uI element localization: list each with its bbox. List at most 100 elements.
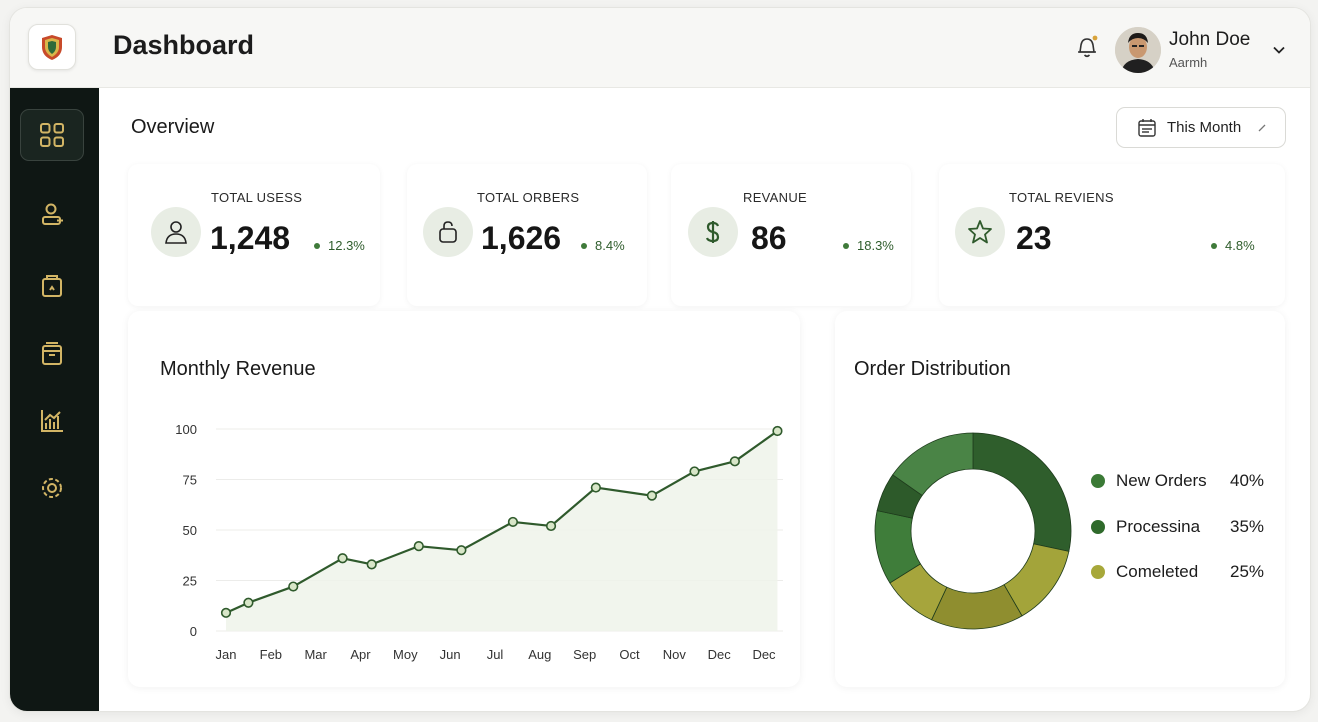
sidebar-item-dashboard[interactable] xyxy=(20,109,84,161)
avatar-image xyxy=(1115,27,1161,73)
legend-percent: 40% xyxy=(1230,471,1265,490)
sidebar-item-products[interactable] xyxy=(20,328,84,380)
monthly-revenue-panel: Monthly Revenue 100 75 50 25 0 Jan Feb Mar Apr Mo… xyxy=(128,311,800,687)
top-header: Dashboard John Doe Aarmh xyxy=(10,8,1310,88)
sidebar-item-analytics[interactable] xyxy=(20,395,84,447)
line-chart: 100 75 50 25 0 Jan Feb Mar Apr Moy Jun Jul Aug Sep Oct… xyxy=(175,422,783,662)
user-name[interactable]: John Doe xyxy=(1169,29,1251,50)
chart-title: Monthly Revenue xyxy=(160,358,316,380)
y-tick-label: 100 xyxy=(175,422,197,437)
bar-chart-icon xyxy=(41,410,63,432)
stat-card-revenue[interactable]: REVANUE 86 18.3% xyxy=(671,164,911,306)
data-point xyxy=(220,607,232,618)
legend-dot xyxy=(1091,565,1105,579)
period-label: This Month xyxy=(1167,119,1242,136)
y-tick-label: 25 xyxy=(183,574,197,589)
stat-icon-circle xyxy=(955,207,1005,257)
stat-icon-circle xyxy=(423,207,473,257)
x-tick-label: Apr xyxy=(350,647,371,662)
series-line xyxy=(225,430,779,614)
x-tick-label: Jun xyxy=(440,647,461,662)
stat-value: 1,626 xyxy=(481,220,562,256)
sidebar xyxy=(10,88,99,711)
x-tick-label: Jan xyxy=(216,647,237,662)
bag-icon xyxy=(42,275,62,297)
app-logo[interactable] xyxy=(28,24,76,70)
edit-icon xyxy=(1258,124,1266,131)
legend-label: Comeleted xyxy=(1116,562,1199,581)
legend-dot xyxy=(1091,520,1105,534)
legend-label: New Orders xyxy=(1116,471,1207,490)
stat-icon-circle xyxy=(151,207,201,257)
stat-card-reviews[interactable]: TOTAL REVIENS 23 4.8% xyxy=(939,164,1285,306)
y-tick-label: 0 xyxy=(190,624,197,639)
settings-gear-icon xyxy=(42,478,62,498)
grid-icon xyxy=(40,123,64,147)
x-tick-label: Feb xyxy=(260,647,282,662)
avatar[interactable] xyxy=(1115,27,1161,73)
legend-percent: 25% xyxy=(1230,562,1265,581)
overview-heading: Overview xyxy=(131,116,215,138)
legend-dot xyxy=(1091,474,1105,488)
data-point xyxy=(590,482,601,493)
chevron-down-icon[interactable] xyxy=(1272,43,1286,57)
logo-icon xyxy=(42,35,62,60)
data-point xyxy=(507,516,519,528)
stat-card-orders[interactable]: TOTAL ORBERS 1,626 8.4% xyxy=(407,164,647,306)
y-tick-label: 50 xyxy=(183,523,197,538)
sidebar-item-settings[interactable] xyxy=(20,462,84,514)
data-point xyxy=(729,456,740,467)
stat-label: TOTAL USESS xyxy=(211,190,303,205)
legend-item-completed[interactable]: Comeleted 25% xyxy=(1091,562,1271,582)
x-tick-label: Sep xyxy=(573,647,596,662)
sidebar-item-orders[interactable] xyxy=(20,260,84,312)
x-tick-label: Oct xyxy=(619,647,640,662)
stat-trend: 8.4% xyxy=(581,238,625,253)
stat-trend: 4.8% xyxy=(1211,238,1255,253)
x-tick-label: Aug xyxy=(528,647,551,662)
x-tick-label: Nov xyxy=(663,647,687,662)
user-icon xyxy=(42,203,63,225)
stat-icon-circle xyxy=(688,207,738,257)
y-tick-label: 75 xyxy=(183,473,197,488)
x-tick-label: Mar xyxy=(304,647,327,662)
sidebar-item-users[interactable] xyxy=(20,189,84,241)
stat-trend: 12.3% xyxy=(314,238,365,253)
bag-icon xyxy=(439,221,457,243)
archive-icon xyxy=(42,342,62,365)
dollar-icon xyxy=(705,221,720,243)
legend-item-new-orders[interactable]: New Orders 40% xyxy=(1091,471,1271,491)
x-tick-label: Dec xyxy=(752,647,776,662)
order-distribution-panel: Order Distribution New Orders 40% Proces… xyxy=(835,311,1285,687)
stat-value: 86 xyxy=(751,220,787,256)
slice-new-orders[interactable] xyxy=(892,432,974,496)
data-point xyxy=(545,520,557,532)
stat-trend: 18.3% xyxy=(843,238,894,253)
star-icon xyxy=(968,220,992,244)
stat-label: TOTAL REVIENS xyxy=(1009,190,1114,205)
slice-processing[interactable] xyxy=(972,432,1072,552)
x-tick-label: Moy xyxy=(393,647,418,662)
area-fill xyxy=(226,431,778,631)
data-point xyxy=(337,553,348,564)
donut-chart xyxy=(874,432,1072,630)
x-tick-label: Jul xyxy=(487,647,504,662)
calendar-icon xyxy=(1138,118,1156,137)
stat-label: REVANUE xyxy=(743,190,807,205)
x-tick-label: Dec xyxy=(708,647,732,662)
data-point xyxy=(243,597,254,608)
data-point xyxy=(413,541,424,552)
notification-bell-icon[interactable] xyxy=(1072,32,1102,62)
legend-label: Processina xyxy=(1116,517,1201,536)
data-point xyxy=(288,581,299,592)
stat-value: 1,248 xyxy=(210,220,291,256)
stat-value: 23 xyxy=(1016,220,1052,256)
data-point xyxy=(689,466,700,477)
user-subtitle: Aarmh xyxy=(1169,55,1208,70)
chart-title: Order Distribution xyxy=(854,358,1011,380)
period-dropdown[interactable]: This Month xyxy=(1116,107,1286,148)
data-point xyxy=(772,425,783,437)
legend-percent: 35% xyxy=(1230,517,1265,536)
stat-card-users[interactable]: TOTAL USESS 1,248 12.3% xyxy=(128,164,380,306)
legend-item-processing[interactable]: Processina 35% xyxy=(1091,517,1271,537)
